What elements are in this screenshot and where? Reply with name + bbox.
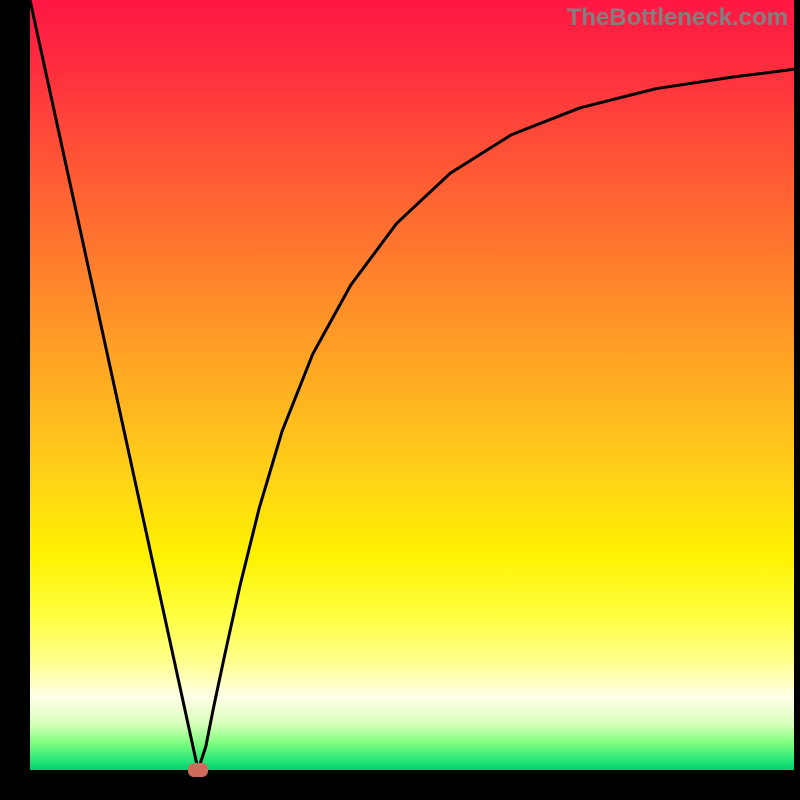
plot-outer-frame — [0, 0, 800, 800]
chart-viewport: TheBottleneck.com — [0, 0, 800, 800]
optimal-point-marker — [188, 763, 208, 777]
plot-background-gradient — [30, 0, 794, 770]
watermark-text: TheBottleneck.com — [567, 4, 788, 32]
plot-area — [30, 0, 794, 770]
